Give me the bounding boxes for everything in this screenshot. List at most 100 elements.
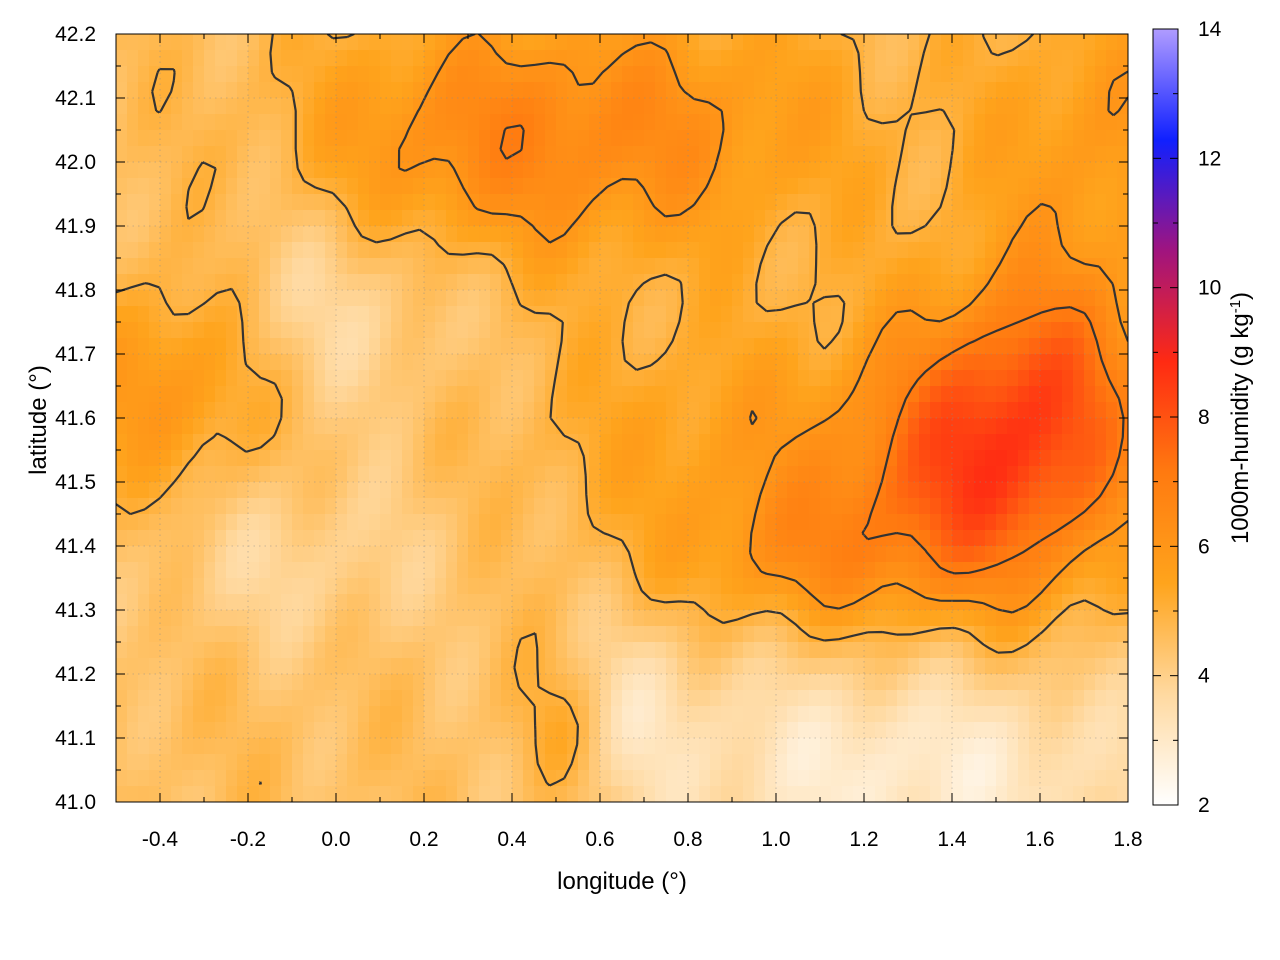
heatmap-cell: [952, 354, 964, 371]
heatmap-cell: [479, 98, 491, 115]
heatmap-cell: [655, 546, 667, 563]
heatmap-cell: [534, 578, 546, 595]
heatmap-cell: [754, 434, 766, 451]
heatmap-cell: [655, 242, 667, 259]
heatmap-cell: [479, 322, 491, 339]
heatmap-cell: [1062, 514, 1074, 531]
heatmap-cell: [501, 786, 513, 802]
heatmap-cell: [754, 642, 766, 659]
heatmap-cell: [787, 370, 799, 387]
heatmap-cell: [204, 338, 216, 355]
heatmap-cell: [347, 770, 359, 787]
heatmap-cell: [380, 274, 392, 291]
heatmap-cell: [996, 98, 1008, 115]
heatmap-cell: [237, 754, 249, 771]
x-tick-label: -0.2: [230, 828, 266, 851]
heatmap-cell: [567, 738, 579, 755]
heatmap-cell: [842, 514, 854, 531]
heatmap-cell: [490, 338, 502, 355]
heatmap-cell: [578, 626, 590, 643]
heatmap-cell: [677, 98, 689, 115]
heatmap-cell: [336, 82, 348, 99]
heatmap-cell: [1095, 354, 1107, 371]
heatmap-cell: [380, 354, 392, 371]
heatmap-cell: [765, 354, 777, 371]
heatmap-cell: [215, 546, 227, 563]
heatmap-cell: [512, 322, 524, 339]
heatmap-cell: [820, 34, 832, 51]
heatmap-cell: [336, 690, 348, 707]
heatmap-cell: [776, 450, 788, 467]
heatmap-cell: [875, 194, 887, 211]
heatmap-cell: [798, 482, 810, 499]
heatmap-cell: [215, 370, 227, 387]
heatmap-cell: [677, 354, 689, 371]
heatmap-cell: [644, 690, 656, 707]
heatmap-cell: [358, 658, 370, 675]
heatmap-cell: [424, 530, 436, 547]
heatmap-cell: [314, 658, 326, 675]
heatmap-cell: [908, 562, 920, 579]
heatmap-cell: [545, 114, 557, 131]
heatmap-cell: [578, 210, 590, 227]
heatmap-cell: [127, 434, 139, 451]
heatmap-cell: [743, 690, 755, 707]
heatmap-cell: [380, 370, 392, 387]
heatmap-cell: [710, 146, 722, 163]
heatmap-cell: [413, 610, 425, 627]
heatmap-cell: [633, 194, 645, 211]
heatmap-cell: [1106, 738, 1118, 755]
heatmap-cell: [633, 98, 645, 115]
heatmap-cell: [908, 306, 920, 323]
heatmap-cell: [776, 674, 788, 691]
heatmap-cell: [655, 146, 667, 163]
heatmap-cell: [369, 194, 381, 211]
heatmap-cell: [1117, 786, 1128, 802]
heatmap-cell: [215, 306, 227, 323]
heatmap-cell: [1062, 610, 1074, 627]
heatmap-cell: [864, 130, 876, 147]
heatmap-cell: [985, 418, 997, 435]
heatmap-cell: [369, 274, 381, 291]
heatmap-cell: [1007, 354, 1019, 371]
heatmap-cell: [600, 434, 612, 451]
heatmap-cell: [798, 258, 810, 275]
heatmap-cell: [622, 722, 634, 739]
heatmap-cell: [908, 402, 920, 419]
heatmap-cell: [160, 274, 172, 291]
heatmap-cell: [303, 530, 315, 547]
heatmap-cell: [358, 626, 370, 643]
heatmap-cell: [215, 578, 227, 595]
heatmap-cell: [347, 386, 359, 403]
heatmap-cell: [292, 146, 304, 163]
heatmap-cell: [424, 498, 436, 515]
heatmap-cell: [688, 578, 700, 595]
heatmap-cell: [248, 210, 260, 227]
heatmap-cell: [446, 642, 458, 659]
heatmap-cell: [677, 658, 689, 675]
heatmap-cell: [138, 258, 150, 275]
heatmap-cell: [1062, 194, 1074, 211]
heatmap-cell: [985, 642, 997, 659]
heatmap-cell: [424, 290, 436, 307]
heatmap-cell: [765, 658, 777, 675]
heatmap-cell: [1084, 210, 1096, 227]
heatmap-cell: [1007, 722, 1019, 739]
heatmap-cell: [1051, 482, 1063, 499]
heatmap-cell: [171, 386, 183, 403]
heatmap-cell: [369, 706, 381, 723]
heatmap-cell: [303, 546, 315, 563]
heatmap-cell: [754, 754, 766, 771]
heatmap-cell: [347, 50, 359, 67]
heatmap-cell: [204, 178, 216, 195]
heatmap-cell: [798, 34, 810, 51]
heatmap-cell: [347, 722, 359, 739]
heatmap-cell: [545, 354, 557, 371]
heatmap-cell: [831, 546, 843, 563]
heatmap-cell: [1051, 530, 1063, 547]
heatmap-cell: [831, 274, 843, 291]
heatmap-cell: [798, 114, 810, 131]
heatmap-cell: [270, 482, 282, 499]
heatmap-cell: [281, 658, 293, 675]
